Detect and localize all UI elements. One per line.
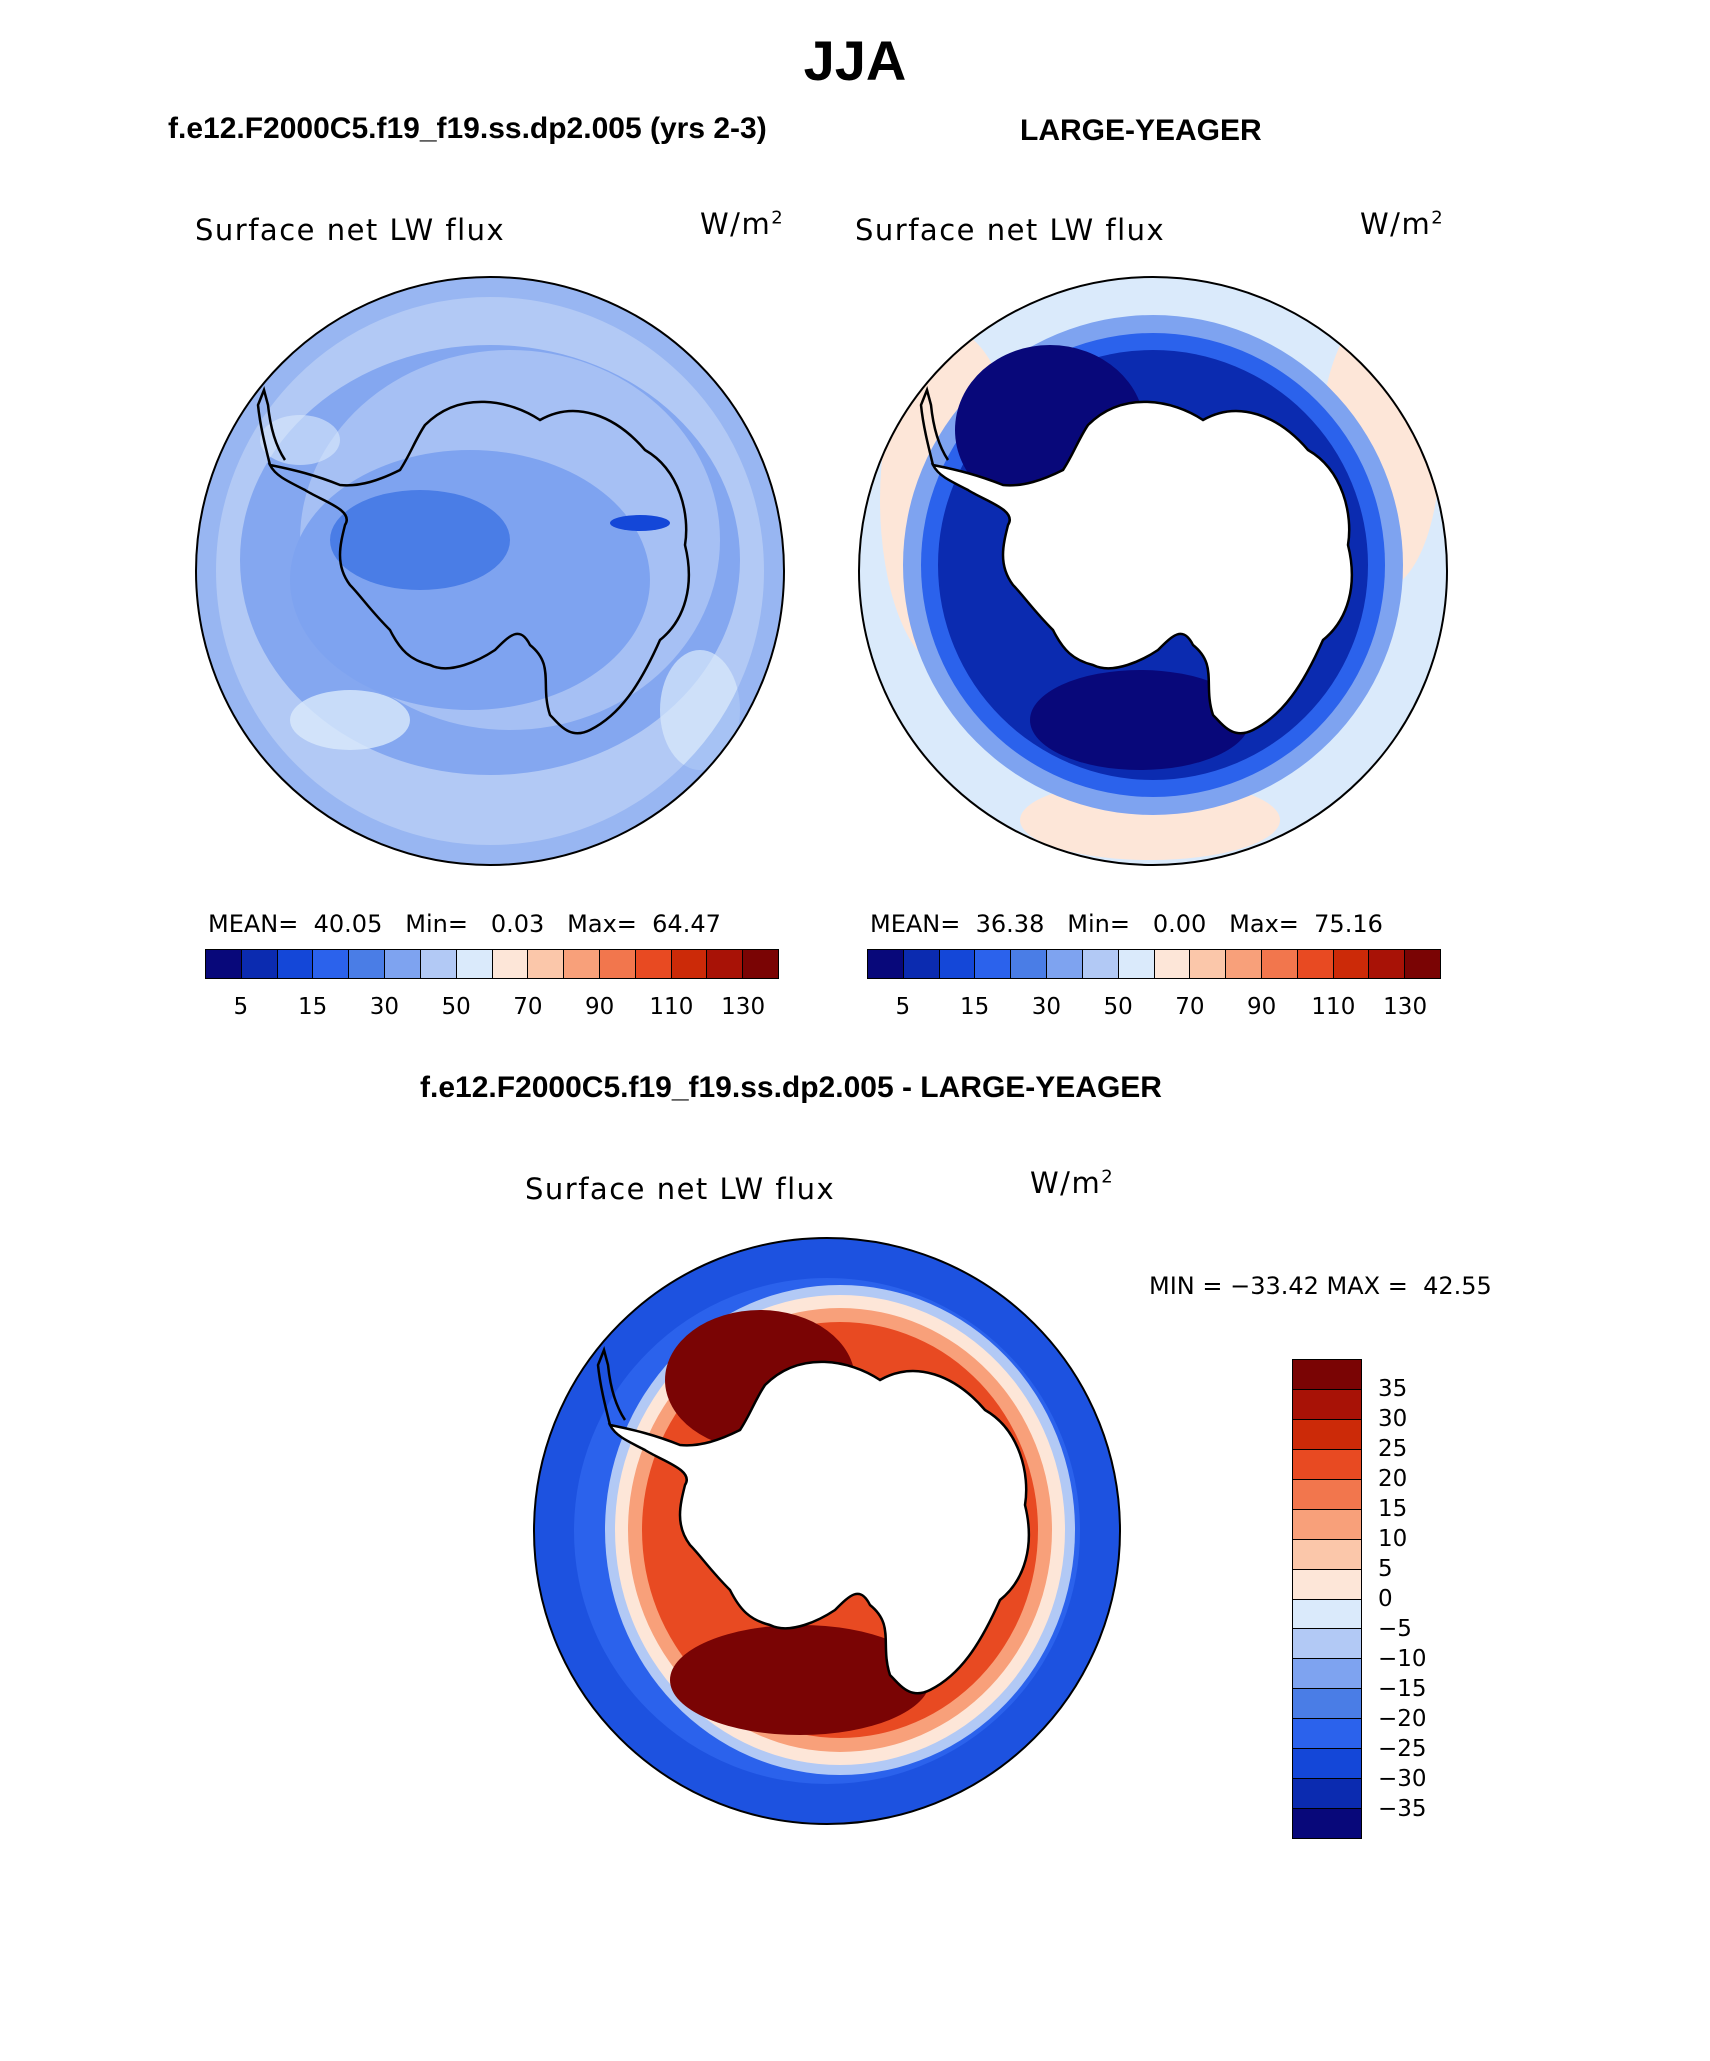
case1-map <box>195 276 785 866</box>
colorbar-box <box>707 950 744 978</box>
colorbar-tick-label: 15 <box>297 994 328 1020</box>
colorbar-tick-label: 30 <box>1378 1406 1408 1432</box>
colorbar-box <box>1226 950 1262 978</box>
case1-variable-label: Surface net LW flux <box>195 213 506 247</box>
colorbar-tick-label: 70 <box>513 994 543 1020</box>
colorbar-box <box>313 950 350 978</box>
colorbar-box <box>1293 1449 1361 1480</box>
colorbar-tick-label: 110 <box>649 994 694 1020</box>
colorbar-box <box>420 950 457 978</box>
colorbar-box <box>599 950 636 978</box>
colorbar-tick-label: 130 <box>1383 994 1428 1020</box>
colorbar-tick-label: 15 <box>959 994 990 1020</box>
colorbar-box <box>1293 1749 1361 1780</box>
colorbar-box <box>206 950 242 978</box>
colorbar-tick-label: −20 <box>1378 1706 1427 1732</box>
colorbar-box <box>528 950 565 978</box>
colorbar-tick-label: 90 <box>584 994 615 1020</box>
case2-units-label: W/m2 <box>1360 207 1445 241</box>
colorbar-box <box>1293 1599 1361 1630</box>
colorbar-box <box>1333 950 1370 978</box>
case2-colorbar <box>867 949 1441 979</box>
colorbar-box <box>1011 950 1048 978</box>
colorbar-box <box>1293 1569 1361 1600</box>
colorbar-box <box>1118 950 1155 978</box>
colorbar-tick-label: −35 <box>1378 1796 1427 1822</box>
colorbar-tick-label: 35 <box>1378 1376 1408 1402</box>
colorbar-box <box>1293 1689 1361 1720</box>
colorbar-box <box>349 950 386 978</box>
colorbar-box <box>1293 1539 1361 1570</box>
colorbar-box <box>1293 1659 1361 1690</box>
colorbar-tick-label: −10 <box>1378 1646 1427 1672</box>
colorbar-tick-label: 110 <box>1311 994 1356 1020</box>
colorbar-box <box>1082 950 1119 978</box>
colorbar-tick-label: 0 <box>1378 1586 1393 1612</box>
colorbar-box <box>1405 950 1440 978</box>
colorbar-box <box>1293 1629 1361 1660</box>
colorbar-box <box>385 950 421 978</box>
colorbar-tick-label: 5 <box>895 994 911 1020</box>
colorbar-box <box>241 950 278 978</box>
colorbar-box <box>1293 1360 1361 1390</box>
colorbar-tick-label: 50 <box>1103 994 1133 1020</box>
colorbar-box <box>1293 1779 1361 1810</box>
colorbar-box <box>903 950 940 978</box>
colorbar-box <box>1293 1419 1361 1450</box>
colorbar-tick-label: −25 <box>1378 1736 1427 1762</box>
colorbar-box <box>1293 1479 1361 1510</box>
case1-title: f.e12.F2000C5.f19_f19.ss.dp2.005 (yrs 2-… <box>168 112 767 145</box>
colorbar-tick-label: 5 <box>233 994 249 1020</box>
colorbar-tick-label: 15 <box>1378 1496 1408 1522</box>
figure-title: JJA <box>803 29 907 92</box>
colorbar-tick-label: 90 <box>1246 994 1277 1020</box>
diff-map <box>533 1237 1121 1825</box>
colorbar-box <box>1293 1719 1361 1750</box>
colorbar-tick-label: 25 <box>1378 1436 1408 1462</box>
colorbar-box <box>1293 1389 1361 1420</box>
case1-units-label: W/m2 <box>700 207 785 241</box>
colorbar-tick-label: 10 <box>1378 1526 1408 1552</box>
colorbar-box <box>1047 950 1083 978</box>
colorbar-tick-label: 50 <box>441 994 471 1020</box>
case1-stats: MEAN= 40.05 Min= 0.03 Max= 64.47 <box>208 910 721 938</box>
colorbar-box <box>277 950 314 978</box>
colorbar-box <box>456 950 493 978</box>
colorbar-box <box>564 950 600 978</box>
colorbar-box <box>975 950 1012 978</box>
diff-title: f.e12.F2000C5.f19_f19.ss.dp2.005 - LARGE… <box>420 1071 1162 1104</box>
colorbar-box <box>1293 1509 1361 1540</box>
colorbar-box <box>1154 950 1191 978</box>
colorbar-box <box>635 950 672 978</box>
case1-colorbar <box>205 949 779 979</box>
colorbar-box <box>939 950 976 978</box>
colorbar-tick-label: 20 <box>1378 1466 1408 1492</box>
colorbar-box <box>1369 950 1406 978</box>
case2-map <box>858 276 1448 866</box>
diff-minmax: MIN = −33.42 MAX = 42.55 <box>1149 1272 1492 1300</box>
colorbar-tick-label: −30 <box>1378 1766 1427 1792</box>
case2-variable-label: Surface net LW flux <box>855 213 1166 247</box>
colorbar-box <box>1190 950 1227 978</box>
colorbar-box <box>1293 1809 1361 1838</box>
colorbar-tick-label: 70 <box>1175 994 1205 1020</box>
colorbar-box <box>868 950 904 978</box>
colorbar-tick-label: 30 <box>369 994 400 1020</box>
colorbar-tick-label: −15 <box>1378 1676 1427 1702</box>
diff-variable-label: Surface net LW flux <box>525 1172 836 1206</box>
diff-units-label: W/m2 <box>1030 1166 1115 1200</box>
case2-stats: MEAN= 36.38 Min= 0.00 Max= 75.16 <box>870 910 1383 938</box>
colorbar-box <box>743 950 778 978</box>
colorbar-tick-label: 5 <box>1378 1556 1393 1582</box>
colorbar-tick-label: 30 <box>1031 994 1062 1020</box>
colorbar-box <box>1261 950 1298 978</box>
colorbar-box <box>671 950 708 978</box>
colorbar-box <box>1297 950 1334 978</box>
colorbar-tick-label: 130 <box>721 994 766 1020</box>
diff-colorbar <box>1292 1359 1362 1839</box>
case2-title: LARGE-YEAGER <box>1020 114 1262 147</box>
colorbar-box <box>492 950 529 978</box>
colorbar-tick-label: −5 <box>1378 1616 1412 1642</box>
